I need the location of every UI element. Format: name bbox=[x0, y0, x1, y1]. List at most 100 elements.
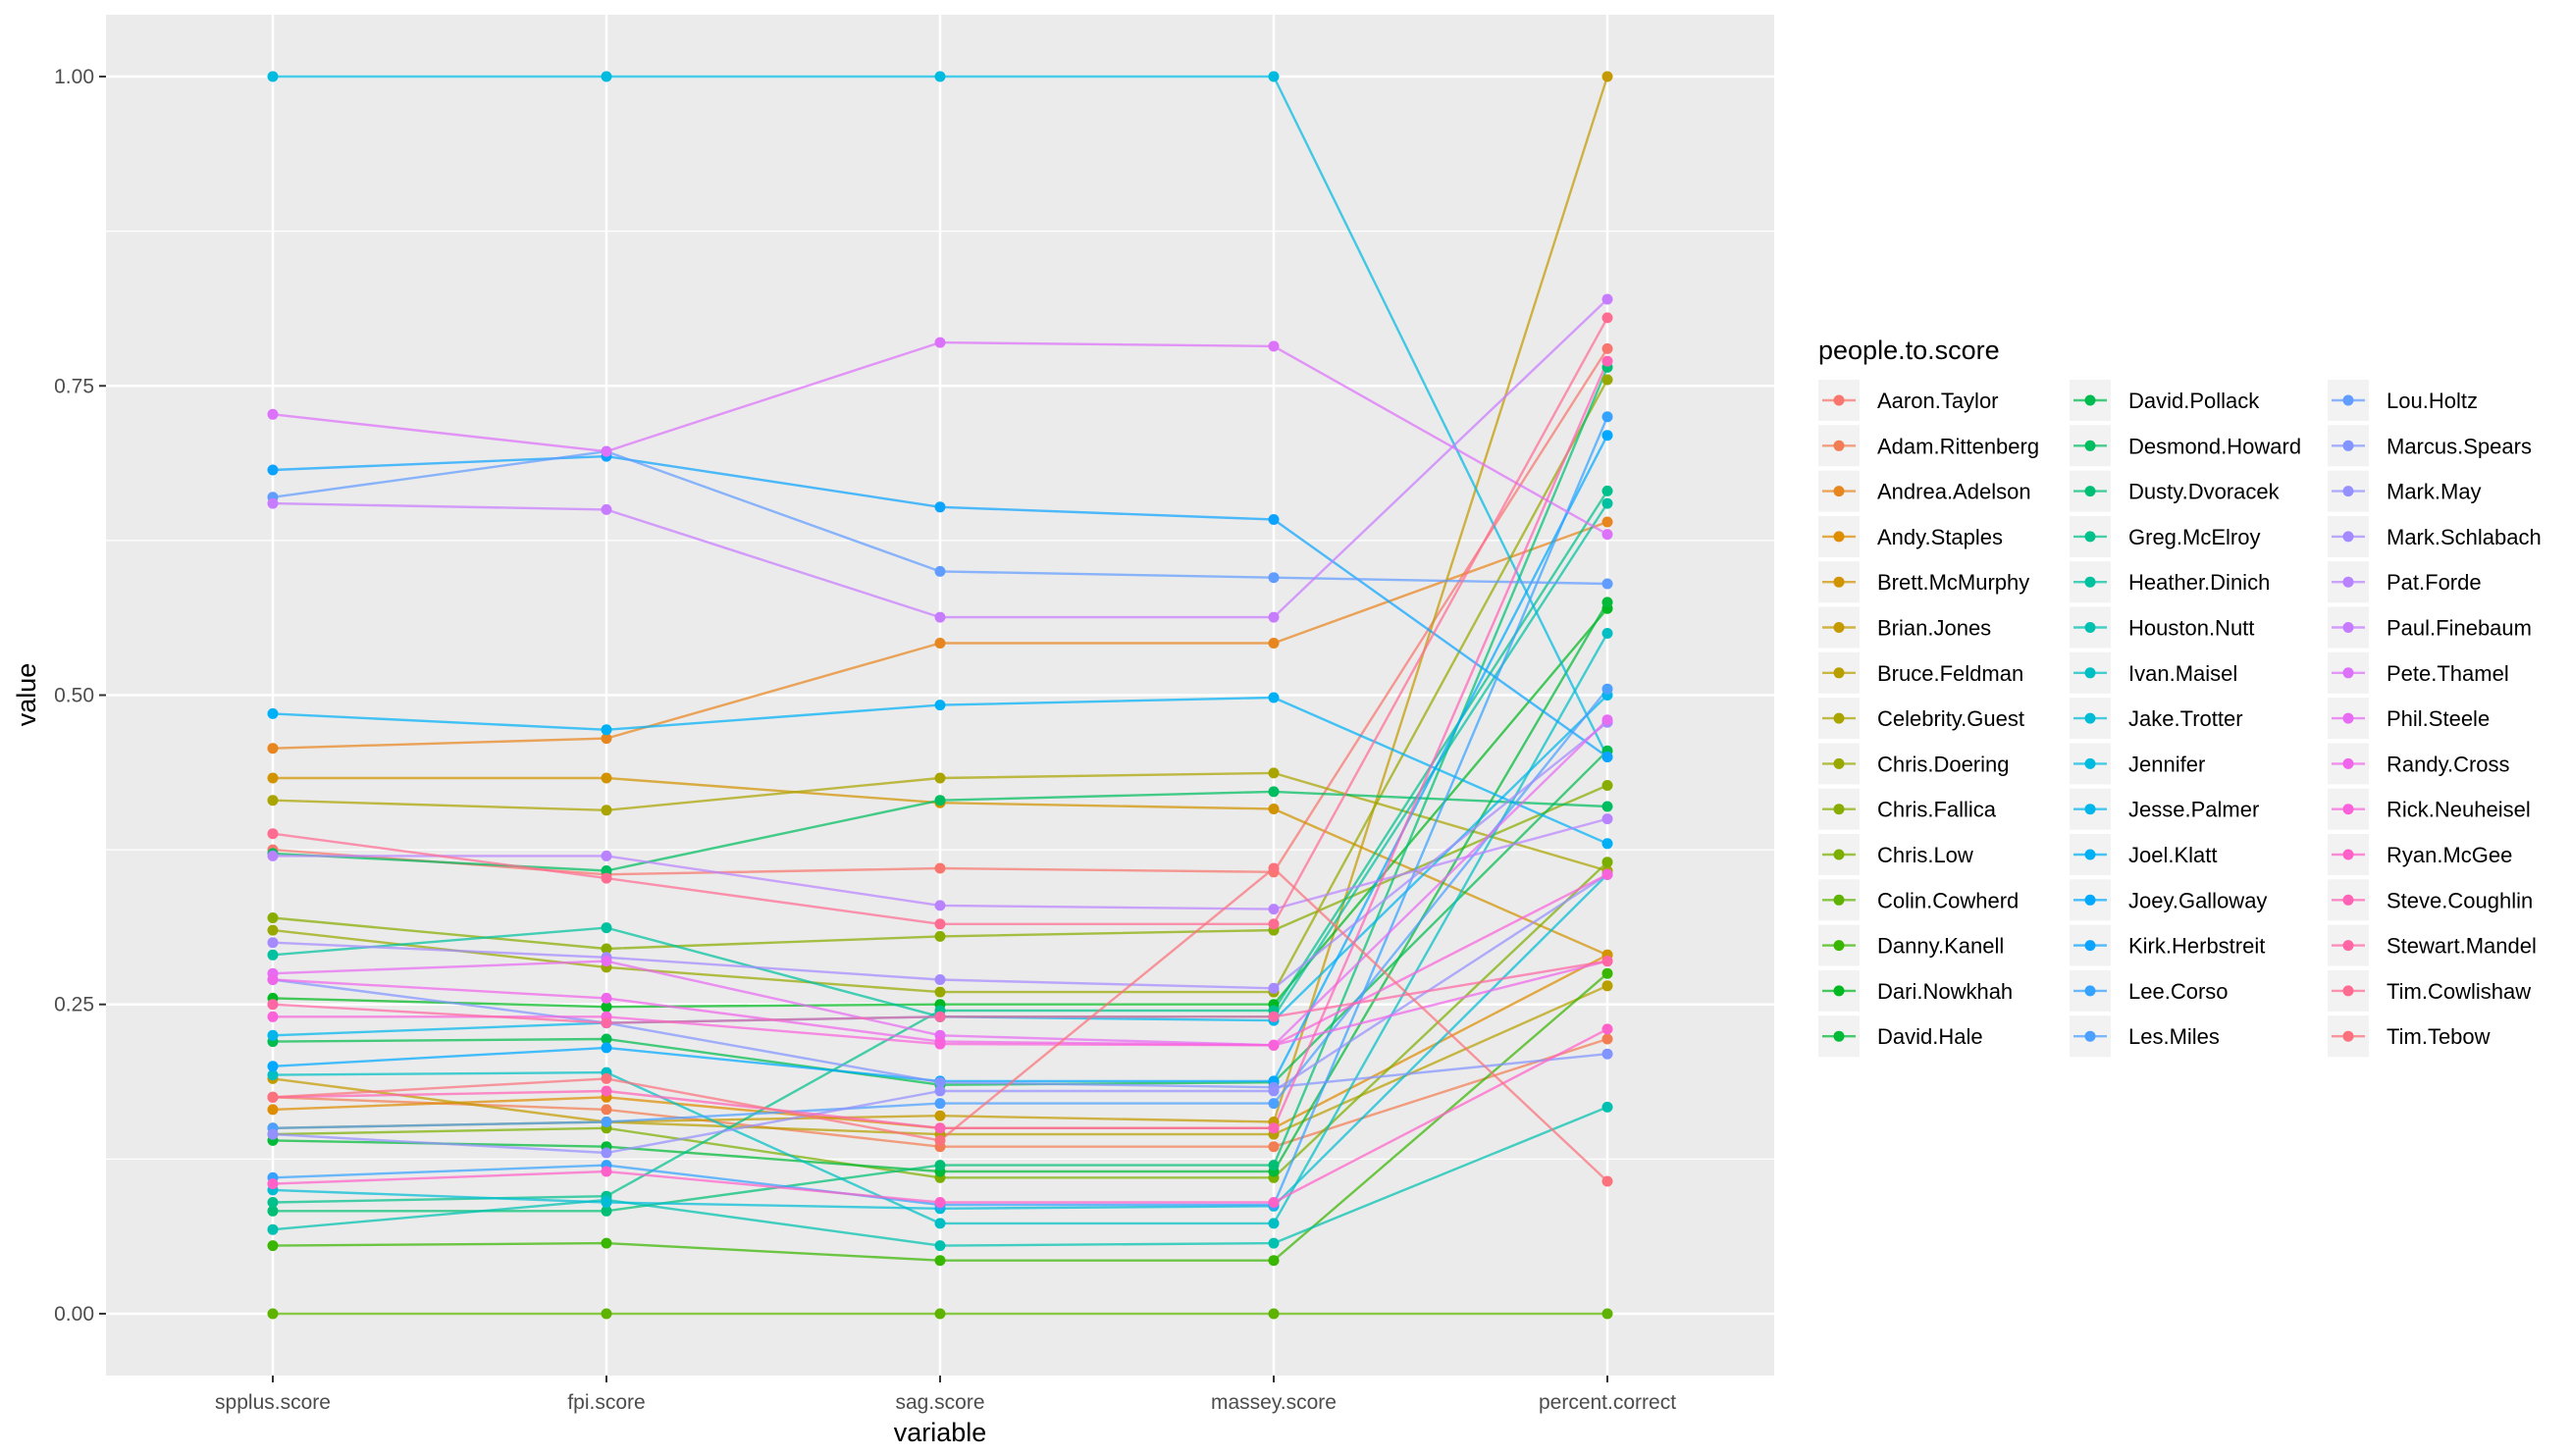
legend-label: Andrea.Adelson bbox=[1877, 480, 2031, 504]
data-point bbox=[267, 1205, 279, 1217]
legend-item: Pat.Forde bbox=[2328, 561, 2482, 603]
data-point bbox=[267, 497, 279, 509]
legend-label: Andy.Staples bbox=[1877, 525, 2003, 549]
legend-item: Phil.Steele bbox=[2328, 698, 2490, 740]
legend-label: Dari.Nowkhah bbox=[1877, 979, 2013, 1004]
data-point bbox=[934, 501, 946, 513]
legend-key-point bbox=[2084, 894, 2096, 906]
legend-key-point bbox=[2084, 622, 2096, 633]
legend-key-point bbox=[2342, 940, 2354, 952]
legend-label: Adam.Rittenberg bbox=[1877, 434, 2039, 458]
legend-item: Jake.Trotter bbox=[2070, 698, 2243, 740]
legend-label: Ivan.Maisel bbox=[2128, 661, 2237, 686]
legend-item: Bruce.Feldman bbox=[1818, 651, 2023, 694]
data-point bbox=[1268, 1160, 1280, 1171]
data-point bbox=[1601, 411, 1613, 423]
data-point bbox=[267, 828, 279, 840]
x-tick-label: massey.score bbox=[1211, 1391, 1337, 1414]
legend-label: Heather.Dinich bbox=[2128, 570, 2270, 595]
y-tick-label: 0.75 bbox=[54, 375, 94, 397]
legend-label: Houston.Nutt bbox=[2128, 616, 2254, 641]
legend-item: Paul.Finebaum bbox=[2328, 606, 2532, 649]
x-axis-title: variable bbox=[894, 1418, 987, 1447]
data-point bbox=[1601, 838, 1613, 850]
legend-key-point bbox=[1833, 576, 1845, 588]
legend-key-point bbox=[2084, 712, 2096, 724]
legend-key-point bbox=[1833, 894, 1845, 906]
legend-item: Desmond.Howard bbox=[2070, 425, 2301, 467]
data-point bbox=[934, 337, 946, 348]
data-point bbox=[601, 1205, 612, 1217]
legend-label: Brian.Jones bbox=[1877, 616, 1991, 641]
legend-item: Mark.Schlabach bbox=[2328, 515, 2542, 557]
data-point bbox=[934, 986, 946, 998]
legend-item: Les.Miles bbox=[2070, 1015, 2220, 1058]
legend-key-point bbox=[2342, 394, 2354, 406]
data-point bbox=[601, 71, 612, 82]
data-point bbox=[934, 1110, 946, 1121]
data-point bbox=[1268, 1098, 1280, 1110]
data-point bbox=[267, 1061, 279, 1072]
data-point bbox=[1268, 692, 1280, 703]
data-point bbox=[934, 638, 946, 649]
legend-item: Marcus.Spears bbox=[2328, 425, 2532, 467]
data-point bbox=[267, 1091, 279, 1103]
data-point bbox=[601, 1033, 612, 1045]
data-point bbox=[267, 1029, 279, 1041]
data-point bbox=[1601, 430, 1613, 442]
legend-item: Jesse.Palmer bbox=[2070, 788, 2259, 830]
legend-item: Adam.Rittenberg bbox=[1818, 425, 2039, 467]
legend-label: Aaron.Taylor bbox=[1877, 389, 1999, 413]
data-point bbox=[1601, 497, 1613, 509]
data-point bbox=[1601, 374, 1613, 386]
data-point bbox=[934, 1255, 946, 1267]
data-point bbox=[1268, 1197, 1280, 1208]
data-point bbox=[934, 930, 946, 942]
legend-item: Celebrity.Guest bbox=[1818, 698, 2024, 740]
legend-key-point bbox=[2342, 757, 2354, 769]
legend-label: Kirk.Herbstreit bbox=[2128, 934, 2265, 959]
legend-item: Aaron.Taylor bbox=[1818, 380, 1999, 421]
data-point bbox=[1601, 752, 1613, 762]
data-point bbox=[1601, 1033, 1613, 1045]
data-point bbox=[934, 1098, 946, 1110]
data-point bbox=[267, 71, 279, 82]
y-tick-label: 0.50 bbox=[54, 685, 94, 707]
legend-key-point bbox=[2342, 894, 2354, 906]
data-point bbox=[934, 900, 946, 911]
legend-item: Tim.Tebow bbox=[2328, 1015, 2491, 1058]
legend-label: Randy.Cross bbox=[2387, 752, 2510, 776]
legend-item: Ryan.McGee bbox=[2328, 834, 2512, 875]
x-tick-label: spplus.score bbox=[215, 1391, 331, 1414]
data-point bbox=[1601, 293, 1613, 305]
legend-label: Les.Miles bbox=[2128, 1024, 2220, 1049]
legend-key-point bbox=[2084, 531, 2096, 543]
data-point bbox=[1268, 1237, 1280, 1249]
data-point bbox=[1268, 71, 1280, 82]
legend-label: Mark.May bbox=[2387, 480, 2482, 504]
data-point bbox=[934, 1085, 946, 1097]
legend-label: Lou.Holtz bbox=[2387, 389, 2478, 413]
data-point bbox=[934, 918, 946, 930]
legend-key-point bbox=[1833, 394, 1845, 406]
legend-key-point bbox=[1833, 849, 1845, 860]
data-point bbox=[601, 956, 612, 967]
legend-key-point bbox=[1833, 757, 1845, 769]
legend-item: Chris.Low bbox=[1818, 834, 1973, 875]
legend-label: Greg.McElroy bbox=[2128, 525, 2260, 549]
legend-key-point bbox=[2084, 849, 2096, 860]
legend-item: Randy.Cross bbox=[2328, 743, 2510, 785]
data-point bbox=[267, 937, 279, 949]
data-point bbox=[1601, 342, 1613, 354]
legend-item: Pete.Thamel bbox=[2328, 651, 2509, 694]
legend-key-point bbox=[1833, 804, 1845, 815]
data-point bbox=[601, 733, 612, 745]
legend-key-point bbox=[2084, 940, 2096, 952]
data-point bbox=[934, 1240, 946, 1252]
y-tick-label: 1.00 bbox=[54, 66, 94, 88]
data-point bbox=[1268, 1255, 1280, 1267]
data-point bbox=[1268, 904, 1280, 915]
data-point bbox=[1268, 786, 1280, 798]
data-point bbox=[601, 850, 612, 861]
